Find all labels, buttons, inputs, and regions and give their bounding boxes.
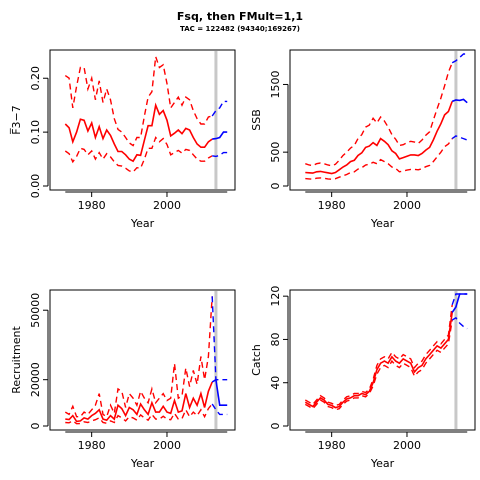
x-tick-label: 1980 [78,199,106,212]
projection-estimate [451,98,468,104]
plot-frame [289,289,476,431]
panel-1: 1980 2000 Year 0.00 0.10 0.20 F̅3−7 [10,49,236,230]
x-tick-label: 1980 [318,199,346,212]
projection-estimate [212,131,228,140]
y-tick-label: 0 [29,423,42,430]
x-tick-label: 2000 [153,439,181,452]
y-axis-label: SSB [250,109,263,131]
series-lower [65,403,213,425]
projection-lower [451,135,468,141]
projection-upper [211,100,228,117]
projection-lower [451,316,468,330]
y-tick-label: 1500 [269,70,282,98]
panel-4: 1980 2000 Year 0 40 80 120 Catch [250,286,476,470]
plot-frame [49,289,236,431]
x-tick-label: 2000 [393,439,421,452]
series-estimate [305,101,453,175]
y-tick-label: 120 [269,286,282,307]
series-upper [304,304,453,407]
y-tick-label: 20000 [29,362,42,397]
x-tick-label: 2000 [393,199,421,212]
x-axis-label: Year [130,457,155,470]
series-estimate [304,312,453,409]
projection-upper [451,53,468,64]
y-tick-label: 0.10 [29,120,42,145]
y-tick-label: 0 [269,423,282,430]
y-tick-label: 80 [269,332,282,346]
y-tick-label: 500 [269,142,282,163]
projection-upper [451,293,468,306]
y-tick-label: 40 [269,376,282,390]
y-tick-label: 0.20 [29,66,42,91]
y-axis-label: Recruitment [10,326,23,394]
x-axis-label: Year [130,217,155,230]
figure-subtitle: TAC = 122482 (94340;169267) [180,25,300,33]
series-lower [64,136,213,173]
y-tick-label: 0 [269,183,282,190]
panel-3: 1980 2000 Year 0 20000 50000 Recruitment [10,289,236,470]
y-axis-label: Catch [250,344,263,376]
projection-lower [212,151,228,158]
y-axis-label: F̅3−7 [10,105,23,135]
projection-lower [211,403,228,416]
y-tick-label: 50000 [29,293,42,328]
series-estimate [64,102,213,163]
series-estimate [65,381,213,423]
series-upper [305,62,453,167]
x-axis-label: Year [370,217,395,230]
plot-frame [289,49,476,191]
x-tick-label: 1980 [78,439,106,452]
series-upper [64,56,213,147]
panel-2: 1980 2000 Year 0 500 1500 SSB [250,49,476,230]
series-upper [64,296,213,418]
x-axis-label: Year [370,457,395,470]
plot-frame [49,49,236,191]
y-tick-label: 0.00 [29,174,42,199]
panels: 1980 2000 Year 0.00 0.10 0.20 F̅3−7 1980 2000 Yea… [10,49,476,470]
projection-upper [211,296,228,381]
series-lower [305,138,453,180]
x-tick-label: 2000 [153,199,181,212]
projection-estimate [211,378,228,407]
x-tick-label: 1980 [318,439,346,452]
figure-title: Fsq, then FMult=1,1 [177,10,303,23]
series-lower [304,319,453,411]
